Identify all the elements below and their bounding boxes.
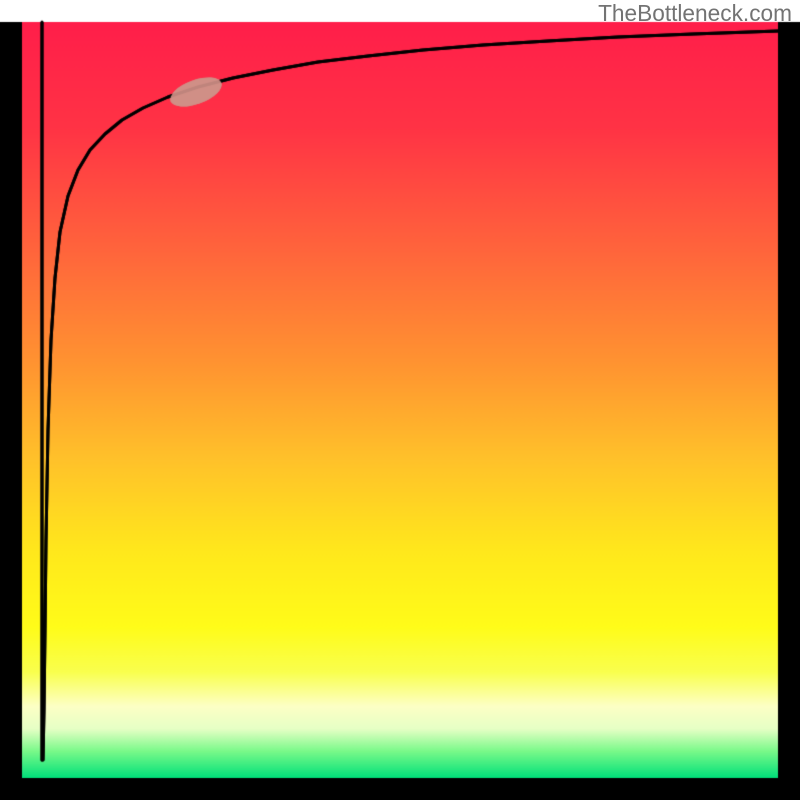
bottleneck-chart [0, 0, 800, 800]
attribution-text: TheBottleneck.com [598, 0, 792, 27]
